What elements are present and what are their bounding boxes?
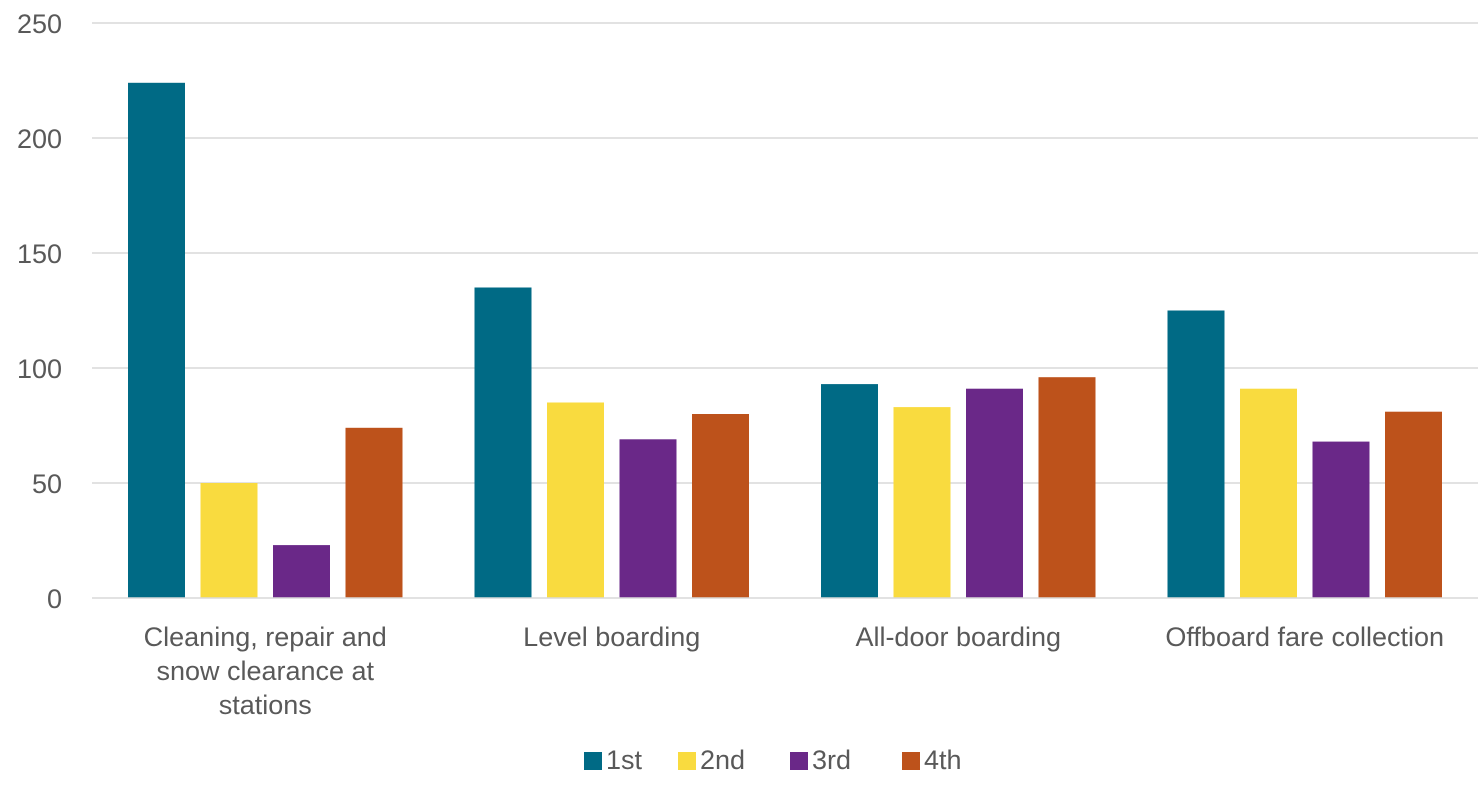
y-tick-label: 200 — [17, 124, 62, 154]
bar-1st-3 — [1167, 310, 1225, 598]
bar-1st-0 — [128, 82, 185, 599]
x-category-label-line: Cleaning, repair and — [144, 622, 387, 652]
bars — [128, 82, 1442, 599]
legend-swatch-1st — [584, 752, 602, 770]
x-category-label: Level boarding — [523, 622, 700, 652]
bar-3rd-3 — [1312, 441, 1370, 598]
legend-label-2nd: 2nd — [700, 745, 745, 775]
y-tick-label: 150 — [17, 239, 62, 269]
x-category-label-line: All-door boarding — [855, 622, 1061, 652]
bar-2nd-0 — [200, 483, 258, 598]
legend-label-4th: 4th — [924, 745, 962, 775]
bar-3rd-2 — [966, 388, 1023, 598]
legend-label-1st: 1st — [606, 745, 643, 775]
x-category-label: All-door boarding — [855, 622, 1061, 652]
y-axis-tick-labels: 0 50 100 150 200 250 — [17, 9, 62, 614]
bar-4th-3 — [1385, 411, 1442, 598]
x-category-label: Cleaning, repair and snow clearance at sta… — [144, 622, 387, 720]
bar-3rd-0 — [273, 545, 330, 598]
x-axis-category-labels: Cleaning, repair and snow clearance at sta… — [144, 622, 1444, 720]
bar-1st-1 — [474, 287, 532, 598]
bar-3rd-1 — [619, 439, 677, 598]
bar-1st-2 — [821, 384, 878, 598]
legend-swatch-2nd — [678, 752, 696, 770]
bar-4th-0 — [345, 427, 403, 598]
legend-swatch-3rd — [790, 752, 808, 770]
legend-label-3rd: 3rd — [812, 745, 851, 775]
x-category-label-line: Offboard fare collection — [1165, 622, 1444, 652]
x-category-label-line: stations — [219, 690, 312, 720]
legend: 1st 2nd 3rd 4th — [584, 745, 962, 775]
x-category-label: Offboard fare collection — [1165, 622, 1444, 652]
y-tick-label: 0 — [47, 584, 62, 614]
legend-swatch-4th — [902, 752, 920, 770]
x-category-label-line: Level boarding — [523, 622, 700, 652]
bar-2nd-3 — [1240, 388, 1297, 598]
bar-4th-1 — [692, 414, 749, 598]
y-tick-label: 250 — [17, 9, 62, 39]
bar-2nd-1 — [547, 402, 604, 598]
y-tick-label: 100 — [17, 354, 62, 384]
y-tick-label: 50 — [32, 469, 62, 499]
x-category-label-line: snow clearance at — [156, 656, 374, 686]
bar-4th-2 — [1038, 377, 1096, 598]
bar-2nd-2 — [893, 407, 951, 598]
